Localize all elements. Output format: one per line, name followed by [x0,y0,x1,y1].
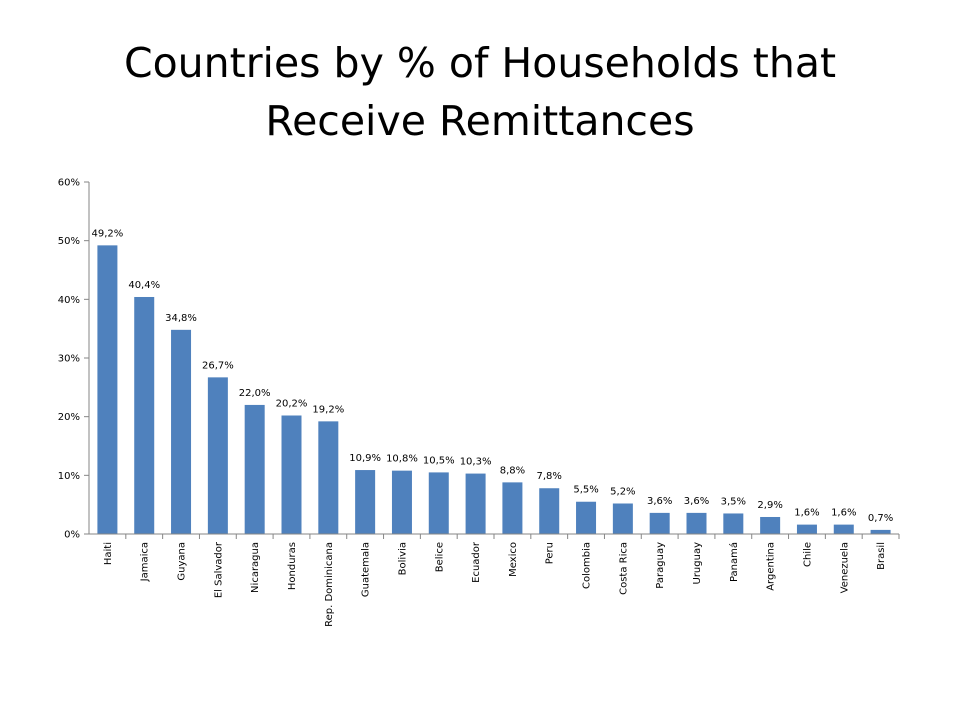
bar [318,421,339,534]
data-label: 5,2% [610,486,635,497]
bar [428,472,449,534]
x-tick-label: Venezuela [839,542,850,593]
y-tick-label: 30% [58,354,80,365]
bar [686,512,707,534]
bar [391,470,412,534]
bar [171,329,192,534]
y-tick-label: 50% [58,236,80,247]
x-tick-label: Nicaragua [250,542,261,593]
data-label: 19,2% [312,404,344,415]
bar [796,524,817,534]
data-label: 49,2% [92,228,124,239]
x-tick-label: Rep. Dominicana [324,542,335,627]
chart-title-line-1: Countries by % of Households that [123,39,837,87]
x-tick-label: Ecuador [471,541,482,583]
y-axis: 0% 10% 20% 30% 40% 50% 60% [58,178,90,541]
x-tick-label: Chile [802,542,813,567]
bar [760,516,781,534]
bar [870,529,891,534]
bar [97,245,118,535]
x-tick-label: Haiti [103,542,114,565]
bar [539,488,560,534]
x-tick-label: Guyana [177,542,188,581]
x-tick-label: Bolivia [397,542,408,575]
x-tick-label: Panamá [728,542,740,582]
data-label: 5,5% [573,485,598,496]
y-tick-label: 60% [58,178,80,189]
x-tick-label: Paraguay [655,542,666,589]
bar [134,296,155,534]
x-tick-label: Honduras [287,542,298,590]
bar [723,513,744,534]
data-label: 26,7% [202,360,234,371]
bars [97,245,891,535]
data-label: 7,8% [537,471,562,482]
bar [465,473,486,534]
data-label: 1,6% [794,508,819,519]
bar [502,482,523,534]
data-label: 10,8% [386,454,418,465]
x-tick-label: Costa Rica [618,542,629,595]
x-tick-label: Belice [434,542,445,572]
bar [833,524,854,534]
data-labels: 49,2% 40,4% 34,8% 26,7% 22,0% 20,2% 19,2% 10,9%… [92,228,894,524]
y-tick-label: 20% [58,412,80,423]
data-label: 3,6% [684,496,709,507]
chart-title-line-2: Receive Remittances [265,97,695,145]
bar [355,470,376,534]
data-label: 20,2% [276,398,308,409]
data-label: 1,6% [831,508,856,519]
y-tick-label: 0% [64,530,80,541]
x-tick-label: Colombia [582,542,593,589]
x-tick-label: Mexico [508,542,519,577]
data-label: 3,6% [647,496,672,507]
x-tick-label: Brasil [876,542,887,570]
x-tick-label: Uruguay [692,542,703,585]
x-tick-label: El Salvador [213,541,224,598]
x-tick-label: Jamaica [140,542,151,582]
data-label: 10,9% [349,453,381,464]
x-axis: Haiti Jamaica Guyana El Salvador Nicaragua Ho… [89,533,900,627]
x-tick-label: Peru [545,542,556,564]
bar [244,404,265,534]
bar [576,501,597,534]
x-tick-label: Guatemala [361,542,372,597]
bar [612,503,633,534]
data-label: 0,7% [868,513,893,524]
data-label: 22,0% [239,388,271,399]
data-label: 34,8% [165,313,197,324]
y-tick-label: 40% [58,295,80,306]
bar [649,512,670,534]
data-label: 8,8% [500,465,525,476]
data-label: 10,3% [460,457,492,468]
data-label: 3,5% [721,496,746,507]
x-tick-label: Argentina [766,542,777,591]
bar [207,377,228,534]
y-tick-label: 10% [58,471,80,482]
bar [281,415,302,534]
chart-title: Countries by % of Households that Receiv… [0,34,960,150]
data-label: 40,4% [128,280,160,291]
data-label: 10,5% [423,455,455,466]
data-label: 2,9% [757,500,782,511]
